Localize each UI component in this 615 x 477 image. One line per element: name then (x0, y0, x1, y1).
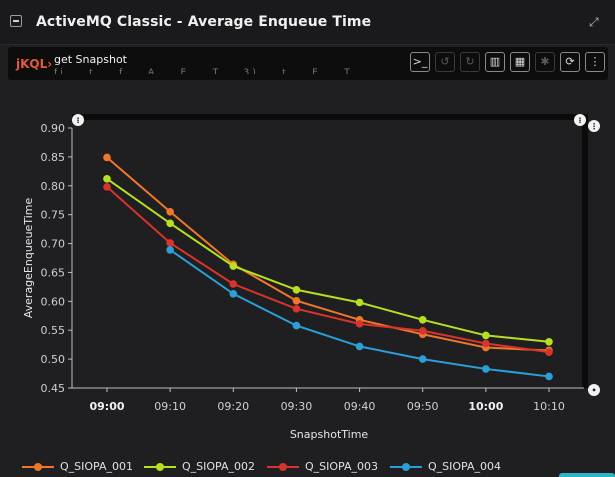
data-point-2 (292, 285, 301, 294)
data-point-3 (355, 320, 364, 328)
data-point-1 (292, 296, 301, 305)
data-point-1 (166, 207, 174, 216)
x-tick-label: 09:10 (154, 400, 186, 413)
y-tick-label: 0.80 (41, 180, 66, 193)
chart-legend: Q_SIOPA_001 Q_SIOPA_002 Q_SIOPA_003 Q_SIOPA… (22, 459, 612, 475)
x-tick-label: 09:20 (217, 400, 249, 413)
data-point-2 (166, 219, 174, 228)
expand-icon[interactable]: ⤢ (589, 15, 599, 29)
y-tick-label: 0.65 (41, 266, 66, 279)
refresh-icon[interactable]: ⟳ (560, 52, 580, 72)
data-point-4 (229, 290, 238, 298)
legend-item[interactable]: Q_SIOPA_003 (267, 459, 378, 475)
data-point-2 (545, 337, 553, 346)
series-line-3 (106, 186, 550, 354)
data-point-2 (482, 331, 490, 340)
calendar-icon[interactable]: ▦ (510, 52, 530, 72)
x-tick-label: 10:00 (468, 400, 503, 413)
y-tick-label: 0.90 (41, 122, 66, 135)
legend-item[interactable]: Q_SIOPA_001 (22, 459, 133, 475)
legend-item[interactable]: Q_SIOPA_004 (390, 459, 501, 475)
resize-handle-glyph: ⁝ (76, 116, 79, 125)
data-point-3 (103, 183, 111, 191)
data-point-3 (229, 280, 238, 288)
data-point-3 (482, 339, 490, 348)
resize-handle-icon (588, 120, 600, 132)
resize-handle-glyph: • (591, 386, 596, 395)
data-point-4 (418, 355, 427, 363)
query-input-line2: fi... t... f... A... E... T... 3)... t..… (54, 68, 370, 74)
y-tick-label: 0.70 (41, 238, 66, 251)
query-bar: jKQL› get Snapshot fi... t... f... A... … (8, 47, 608, 80)
query-input[interactable]: get Snapshot (54, 53, 127, 66)
panel-title: ActiveMQ Classic - Average Enqueue Time (36, 14, 372, 30)
bar-chart-icon[interactable]: ▥ (485, 52, 505, 72)
data-point-3 (545, 348, 553, 356)
chart-right-bar (582, 114, 588, 388)
chart-area: ⁝ ⁝ ⋮ • 0.90 0.85 0.80 0.75 0.70 0.65 0.60 0.55 0.50… (0, 82, 615, 477)
data-point-2 (103, 175, 111, 183)
y-tick-label: 0.55 (41, 324, 66, 337)
x-tick-label: 09:40 (344, 400, 376, 413)
panel-titlebar: ActiveMQ Classic - Average Enqueue Time … (0, 0, 615, 45)
legend-marker (402, 463, 410, 471)
y-tick-label: 0.50 (41, 353, 66, 366)
legend-marker (156, 463, 164, 471)
x-tick-label: 09:30 (281, 400, 313, 413)
legend-label: Q_SIOPA_003 (305, 460, 378, 473)
data-point-4 (292, 321, 301, 330)
y-tick-label: 0.45 (41, 382, 66, 395)
x-tick-label: 09:50 (407, 400, 439, 413)
data-point-4 (545, 372, 553, 381)
data-point-4 (482, 365, 490, 373)
undo-icon[interactable]: ↺ (435, 52, 455, 72)
chart-top-bar (72, 114, 586, 120)
y-axis-label: AverageEnqueueTime (22, 198, 35, 319)
data-point-3 (418, 327, 427, 335)
terminal-icon[interactable]: >_ (410, 52, 430, 72)
series-line-4 (169, 249, 550, 378)
line-chart: ⁝ ⁝ ⋮ • 0.90 0.85 0.80 0.75 0.70 0.65 0.60 0.55 0.50… (22, 114, 600, 441)
data-point-4 (355, 342, 364, 351)
data-point-4 (166, 246, 174, 254)
redo-icon[interactable]: ↻ (460, 52, 480, 72)
y-tick-label: 0.75 (41, 209, 66, 222)
x-tick-label: 10:10 (533, 400, 565, 413)
resize-handle-icon (574, 114, 586, 126)
y-tick-label: 0.60 (41, 295, 66, 308)
more-icon[interactable]: ⋮ (585, 52, 605, 72)
x-tick-label: 09:00 (89, 400, 124, 413)
x-axis-label: SnapshotTime (290, 428, 369, 441)
resize-handle-icon (588, 384, 600, 396)
data-point-3 (166, 239, 174, 247)
data-point-2 (418, 316, 427, 324)
legend-label: Q_SIOPA_002 (182, 460, 255, 473)
resize-handle-glyph: ⋮ (590, 122, 598, 131)
query-language-label: jKQL› (16, 57, 53, 71)
legend-marker (34, 463, 42, 471)
legend-item[interactable]: Q_SIOPA_002 (144, 459, 255, 475)
series-line-2 (106, 178, 550, 343)
legend-label: Q_SIOPA_004 (428, 460, 501, 473)
data-point-3 (292, 305, 301, 313)
corner-tab[interactable] (559, 473, 615, 477)
data-point-2 (355, 298, 364, 307)
legend-label: Q_SIOPA_001 (60, 460, 133, 473)
settings-icon[interactable]: ✱ (535, 52, 555, 72)
y-tick-label: 0.85 (41, 151, 66, 164)
series-line-1 (106, 156, 550, 352)
legend-marker (279, 463, 287, 471)
data-point-1 (103, 153, 111, 162)
resize-handle-glyph: ⁝ (578, 116, 581, 125)
resize-handle-icon (72, 114, 84, 126)
collapse-icon[interactable] (10, 15, 22, 27)
data-point-2 (229, 262, 238, 270)
